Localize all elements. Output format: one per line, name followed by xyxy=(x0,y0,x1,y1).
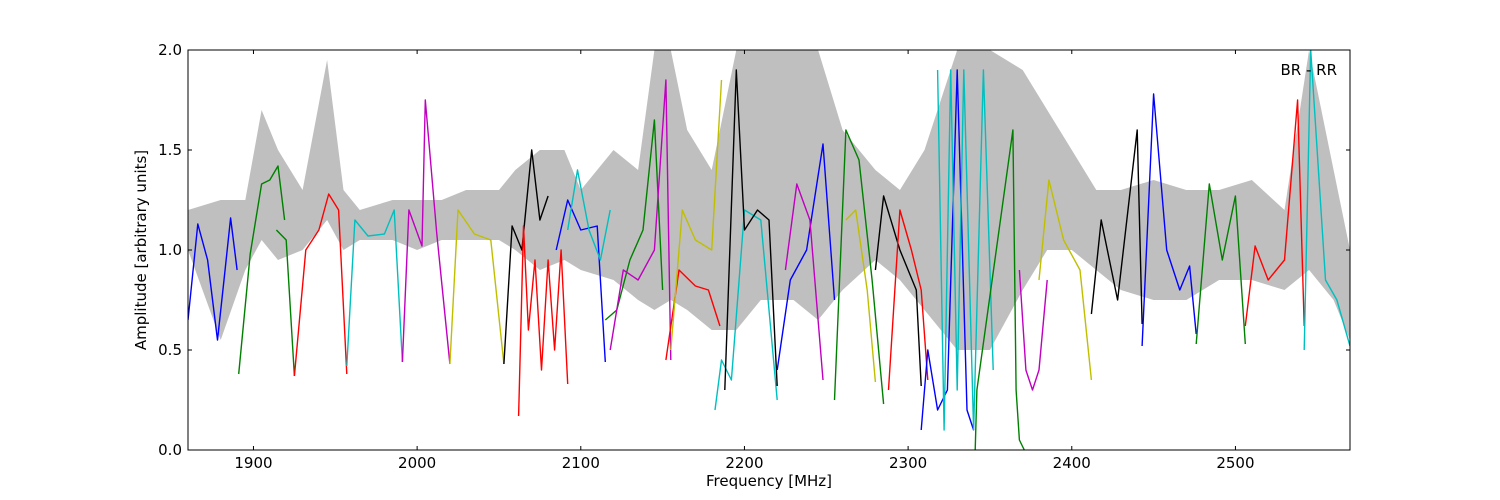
series-segment-24 xyxy=(936,69,994,431)
x-axis-label: Frequency [MHz] xyxy=(706,472,832,490)
series-segment-11 xyxy=(604,119,664,321)
y-tick-label: 1.0 xyxy=(158,241,182,259)
series-segment-5 xyxy=(401,99,451,365)
x-tick-label: 1900 xyxy=(234,454,272,472)
x-tick-label: 2400 xyxy=(1053,454,1091,472)
y-axis-label: Amplitude [arbitrary units] xyxy=(132,150,150,350)
y-axis: 0.0 0.5 1.0 1.5 2.0 xyxy=(158,41,1350,459)
x-tick-label: 2000 xyxy=(398,454,436,472)
x-tick-label: 2100 xyxy=(562,454,600,472)
plot-area xyxy=(188,50,1350,450)
series-segment-23 xyxy=(920,69,975,431)
series-segment-30 xyxy=(1195,183,1246,345)
series-segment-22 xyxy=(887,209,929,391)
series-segment-18 xyxy=(784,183,824,381)
x-tick-label: 2300 xyxy=(889,454,927,472)
series-segment-25 xyxy=(974,129,1025,450)
series-segment-21 xyxy=(874,195,922,387)
series-segment-1 xyxy=(238,165,286,375)
x-tick-label: 2200 xyxy=(725,454,763,472)
series-segment-8 xyxy=(517,225,569,417)
series-segment-26 xyxy=(1018,269,1048,391)
series-segment-19 xyxy=(833,129,885,405)
series-segment-3 xyxy=(293,193,348,377)
series-segment-6 xyxy=(449,209,505,365)
series-segment-15 xyxy=(714,209,778,411)
series-segment-9 xyxy=(555,199,606,363)
y-tick-label: 1.5 xyxy=(158,141,182,159)
series-segment-16 xyxy=(724,69,778,391)
series-segment-27 xyxy=(1038,179,1093,381)
chart-annotation: BR - RR xyxy=(1280,61,1337,79)
y-tick-label: 0.0 xyxy=(158,441,182,459)
series-segment-7 xyxy=(503,149,549,365)
series-segment-4 xyxy=(346,209,404,367)
series-segment-12 xyxy=(609,79,672,361)
series-segment-29 xyxy=(1141,93,1197,347)
series-segment-28 xyxy=(1090,129,1143,325)
y-tick-label: 0.5 xyxy=(158,341,182,359)
series-segment-2 xyxy=(275,229,296,377)
series-segment-31 xyxy=(1244,99,1305,327)
series-segment-10 xyxy=(567,169,611,261)
series-segment-17 xyxy=(776,143,836,371)
x-tick-label: 2500 xyxy=(1216,454,1254,472)
envelope-band xyxy=(188,50,1350,350)
series-segment-0 xyxy=(188,217,238,341)
x-axis: 1900 2000 2100 2200 2300 2400 2500 xyxy=(234,50,1255,472)
series-segment-14 xyxy=(670,79,723,351)
y-tick-label: 2.0 xyxy=(158,41,182,59)
series-segment-32 xyxy=(1303,50,1350,351)
series-segment-20 xyxy=(845,209,877,383)
